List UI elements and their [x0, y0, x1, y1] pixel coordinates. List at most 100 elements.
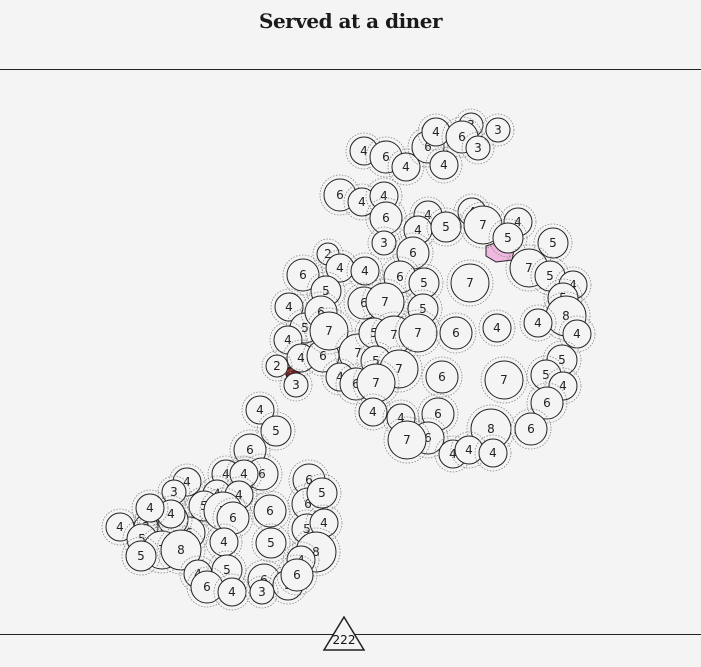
cell-circle	[160, 529, 202, 571]
puzzle-cell[interactable]: 4	[241, 391, 279, 429]
puzzle-cell[interactable]: 4	[519, 304, 557, 342]
cell-circle	[286, 258, 320, 292]
cell-circle	[478, 438, 508, 468]
cell-number: 6	[434, 407, 442, 421]
cell-number: 6	[229, 511, 237, 525]
puzzle-cell[interactable]: 5	[121, 536, 161, 576]
cell-circle	[274, 292, 304, 322]
cell-number: 8	[312, 545, 320, 559]
cell-number: 6	[382, 211, 390, 225]
cell-number: 4	[116, 520, 124, 534]
cell-number: 5	[549, 236, 557, 250]
puzzle-cell[interactable]: 3	[481, 113, 515, 147]
puzzle-cell[interactable]: 3	[245, 575, 279, 609]
puzzle-cell[interactable]: 3	[367, 226, 401, 260]
puzzle-cell[interactable]: 4	[478, 309, 516, 347]
cell-dotted-ring	[131, 489, 169, 527]
cell-number: 8	[487, 422, 495, 436]
cell-dotted-ring	[558, 315, 596, 353]
cell-number: 6	[458, 130, 466, 144]
cell-number: 7	[325, 324, 333, 338]
cell-dotted-ring	[121, 536, 161, 576]
puzzle-cell[interactable]: 3	[279, 368, 313, 402]
cell-number: 6	[293, 568, 301, 582]
cell-circle	[537, 227, 569, 259]
cell-number: 7	[354, 346, 362, 360]
cell-number: 4	[493, 321, 501, 335]
cell-number: 4	[559, 379, 567, 393]
cell-circle	[484, 360, 524, 400]
puzzle-cell[interactable]: 4	[558, 315, 596, 353]
puzzle-cell[interactable]: 4	[354, 393, 392, 431]
cell-dotted-ring	[435, 312, 477, 354]
puzzle-cell[interactable]: 6	[526, 382, 568, 424]
puzzle-cell[interactable]: 4	[346, 252, 384, 290]
puzzle-cell[interactable]: 6	[282, 254, 324, 296]
cell-number: 3	[474, 141, 482, 155]
cell-number: 4	[489, 446, 497, 460]
cell-number: 4	[414, 223, 422, 237]
puzzle-cell[interactable]: 7	[446, 259, 494, 307]
cell-number: 6	[360, 296, 368, 310]
cell-circle	[514, 412, 548, 446]
cell-dotted-ring	[519, 304, 557, 342]
cell-number: 5	[137, 549, 145, 563]
cell-number: 4	[397, 411, 405, 425]
cell-dotted-ring	[276, 554, 318, 596]
cell-number: 4	[183, 475, 191, 489]
puzzle-cell[interactable]: 6	[510, 408, 552, 450]
puzzle-cell[interactable]: 5	[302, 473, 342, 513]
puzzle-cell[interactable]: 3	[461, 131, 495, 165]
cell-number: 8	[562, 309, 570, 323]
puzzle-cell[interactable]: 5	[251, 523, 291, 563]
cell-dotted-ring	[282, 254, 324, 296]
cell-dotted-ring	[305, 307, 353, 355]
puzzle-cell[interactable]: 5	[256, 411, 296, 451]
puzzle-cell[interactable]: 5	[488, 218, 528, 258]
puzzle-cell[interactable]: 4	[131, 489, 169, 527]
cell-number: 6	[424, 140, 432, 154]
cell-circle	[280, 558, 314, 592]
puzzle-cell[interactable]: 6	[249, 490, 291, 532]
cell-number: 3	[258, 585, 266, 599]
cell-number: 4	[285, 300, 293, 314]
cell-number: 6	[319, 349, 327, 363]
cell-number: 4	[222, 467, 230, 481]
cell-number: 3	[380, 236, 388, 250]
cell-number: 6	[382, 150, 390, 164]
puzzle-cell[interactable]: 6	[435, 312, 477, 354]
cell-number: 5	[267, 536, 275, 550]
cell-number: 7	[381, 295, 389, 309]
cell-dotted-ring	[291, 527, 341, 577]
puzzle-cell[interactable]: 6	[276, 554, 318, 596]
cell-dotted-ring	[152, 495, 190, 533]
puzzle-cell[interactable]: 4	[425, 146, 463, 184]
cell-dotted-ring	[533, 223, 573, 263]
cell-number: 6	[438, 370, 446, 384]
puzzle-cell[interactable]: 4	[101, 508, 139, 546]
cell-number: 4	[228, 585, 236, 599]
puzzle-cell[interactable]: 4	[270, 288, 308, 326]
cell-number: 7	[525, 261, 533, 275]
puzzle-cell[interactable]: 8	[156, 525, 206, 575]
puzzle-cell[interactable]: 7	[480, 356, 528, 404]
cell-number: 4	[534, 316, 542, 330]
cell-circle	[492, 222, 524, 254]
cell-dotted-ring	[407, 417, 449, 459]
cell-dotted-ring	[279, 368, 313, 402]
cell-number: 5	[442, 220, 450, 234]
puzzle-cell[interactable]: 4	[213, 573, 251, 611]
puzzle-cell[interactable]: 2	[261, 350, 293, 382]
puzzle-cell[interactable]: 5	[533, 223, 573, 263]
puzzle-title: Served at a diner	[259, 8, 442, 33]
cell-circle	[429, 150, 459, 180]
cell-dotted-ring	[488, 218, 528, 258]
puzzle-cell[interactable]: 7	[383, 416, 431, 464]
cell-number: 5	[558, 353, 566, 367]
puzzle-cell[interactable]: 6	[421, 356, 463, 398]
cell-number: 5	[272, 424, 280, 438]
cell-number: 4	[167, 507, 175, 521]
cell-circle	[358, 397, 388, 427]
puzzle-board-svg: 4646436334644644457455243665465775445667…	[101, 108, 596, 611]
puzzle-cell[interactable]: 4	[474, 434, 512, 472]
